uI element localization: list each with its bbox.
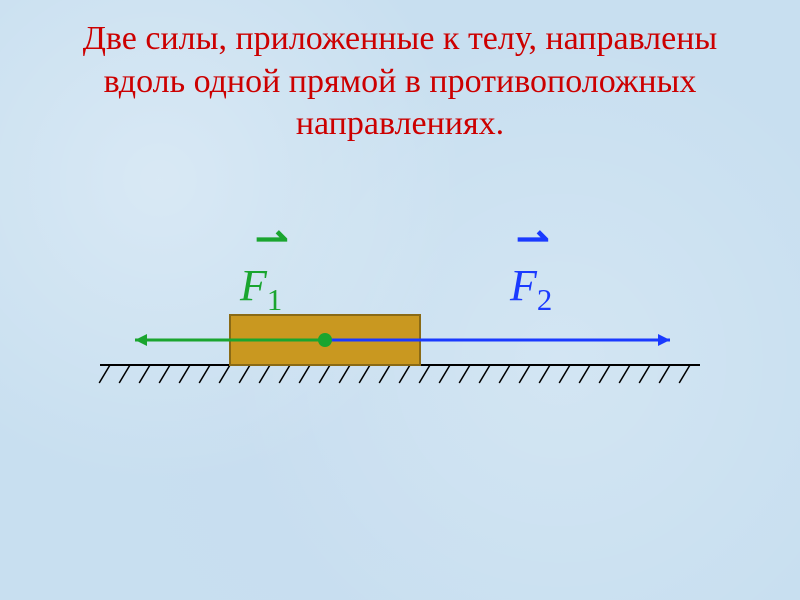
ground-hatch xyxy=(259,365,270,383)
diagram-svg xyxy=(0,210,800,510)
ground-hatch xyxy=(279,365,290,383)
ground-hatch xyxy=(519,365,530,383)
ground-hatch xyxy=(199,365,210,383)
page-title: Две силы, приложенные к телу, направлены… xyxy=(0,0,800,146)
ground-hatch xyxy=(239,365,250,383)
ground-hatch xyxy=(539,365,550,383)
ground-hatch xyxy=(139,365,150,383)
ground-hatch xyxy=(159,365,170,383)
ground-hatch xyxy=(379,365,390,383)
ground-hatch xyxy=(119,365,130,383)
ground-hatch xyxy=(339,365,350,383)
ground-hatch xyxy=(559,365,570,383)
force-arrowhead-F2 xyxy=(658,334,670,346)
ground-hatch xyxy=(459,365,470,383)
ground-hatch xyxy=(99,365,110,383)
ground-hatch xyxy=(219,365,230,383)
ground-hatch xyxy=(299,365,310,383)
ground-hatch xyxy=(659,365,670,383)
force-label-F1: F1 xyxy=(240,260,282,318)
application-point xyxy=(318,333,332,347)
ground-hatch xyxy=(679,365,690,383)
ground-hatch xyxy=(639,365,650,383)
force-arrowhead-F1 xyxy=(135,334,147,346)
force-diagram: F1⇀F2⇀ xyxy=(0,210,800,510)
ground-hatch xyxy=(359,365,370,383)
ground-hatch xyxy=(619,365,630,383)
ground-hatch xyxy=(179,365,190,383)
ground-hatch xyxy=(419,365,430,383)
vector-arrow-glyph-F1: ⇀ xyxy=(255,215,289,262)
ground-hatch xyxy=(579,365,590,383)
ground-hatch xyxy=(499,365,510,383)
ground-hatch xyxy=(399,365,410,383)
force-label-F2: F2 xyxy=(510,260,552,318)
ground-hatch xyxy=(599,365,610,383)
ground-hatch xyxy=(479,365,490,383)
ground-hatch xyxy=(319,365,330,383)
ground-hatch xyxy=(439,365,450,383)
vector-arrow-glyph-F2: ⇀ xyxy=(516,215,550,262)
